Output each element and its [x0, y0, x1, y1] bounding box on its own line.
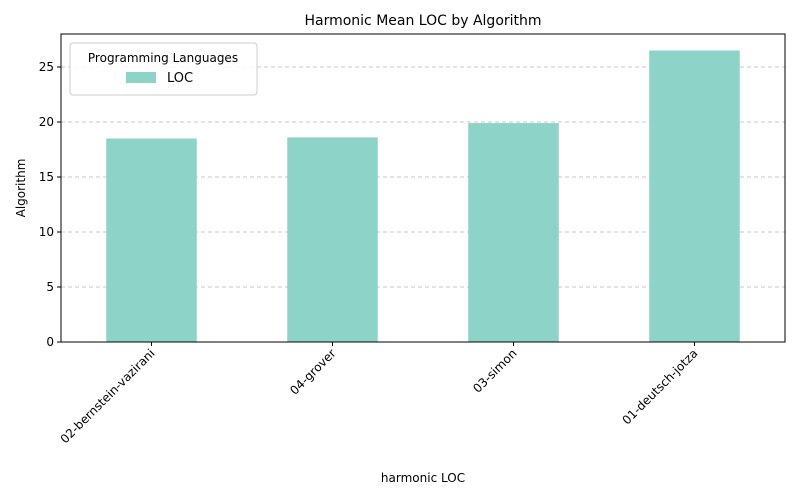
- bar-02-bernstein-vazirani: [106, 138, 197, 342]
- y-tick-label: 10: [39, 225, 54, 239]
- legend-title: Programming Languages: [88, 51, 238, 65]
- y-tick-label: 5: [46, 280, 54, 294]
- y-tick-label: 25: [39, 60, 54, 74]
- y-tick-label: 0: [46, 335, 54, 349]
- legend-box: [69, 42, 258, 96]
- y-axis-label: Algorithm: [14, 159, 28, 218]
- bars: [106, 50, 740, 342]
- plot-area-frame: [60, 33, 786, 343]
- x-axis-ticks: 02-bernstein-vazirani 04-grover 03-simon 01…: [58, 342, 701, 446]
- bar-04-grover: [287, 137, 378, 342]
- y-tick-label: 20: [39, 115, 54, 129]
- x-axis-label: harmonic LOC: [381, 471, 465, 485]
- bar-01-deutsch-jotza: [649, 50, 740, 342]
- y-tick-label: 15: [39, 170, 54, 184]
- y-axis-ticks: 0 5 10 15 20 25: [39, 60, 61, 349]
- legend-label-loc: LOC: [167, 71, 193, 86]
- legend: Programming Languages LOC: [69, 42, 258, 96]
- chart-title: Harmonic Mean LOC by Algorithm: [304, 13, 541, 29]
- bar-03-simon: [468, 123, 559, 342]
- x-tick-label: 01-deutsch-jotza: [619, 346, 700, 427]
- x-tick-label: 02-bernstein-vazirani: [58, 346, 158, 446]
- x-tick-label: 03-simon: [470, 346, 519, 395]
- x-tick-label: 04-grover: [287, 346, 338, 397]
- legend-swatch-loc: [126, 72, 156, 83]
